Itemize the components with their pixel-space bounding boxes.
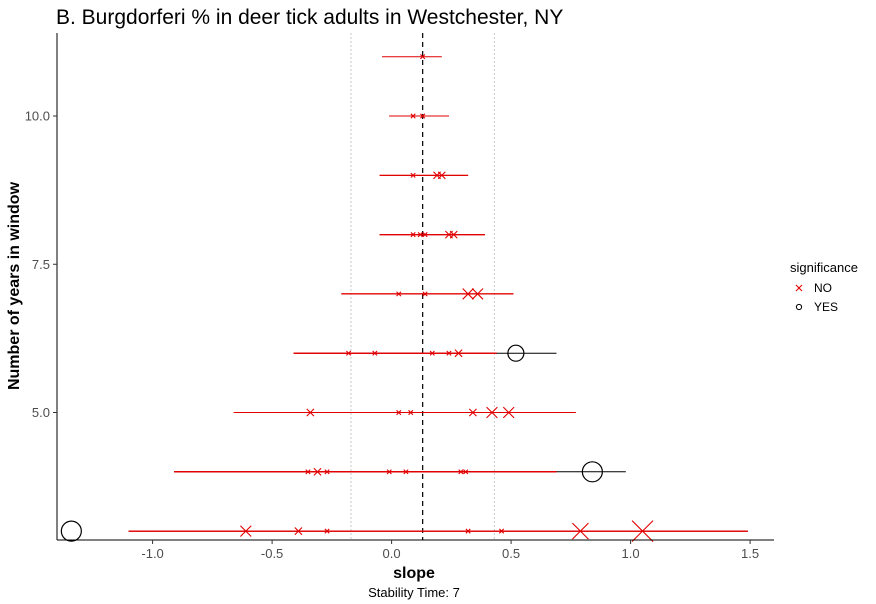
nonsignificant-point <box>572 522 589 540</box>
legend-label: YES <box>814 300 838 314</box>
reference-lines <box>350 33 495 540</box>
x-tick-label: 1.0 <box>622 546 640 561</box>
significant-point <box>507 344 525 362</box>
nonsignificant-point <box>417 232 423 238</box>
x-axis-label: slope <box>393 565 435 582</box>
nonsignificant-point <box>631 520 654 542</box>
nonsignificant-point <box>486 406 498 419</box>
nonsignificant-point <box>454 349 463 358</box>
nonsignificant-point <box>324 528 330 534</box>
x-tick-label: 0.5 <box>502 546 520 561</box>
nonsignificant-point <box>324 469 330 475</box>
significant-point <box>581 461 603 483</box>
nonsignificant-point <box>463 469 469 475</box>
nonsignificant-point <box>410 232 416 238</box>
nonsignificant-point <box>446 350 452 356</box>
plot-area: -1.0 -0.5 0.0 0.5 1.0 1.5 5.0 7.5 10.0 <box>25 33 774 561</box>
legend-title: significance <box>790 260 858 275</box>
nonsignificant-point <box>465 528 471 534</box>
nonsignificant-point <box>306 408 315 417</box>
legend-yes-symbol <box>795 303 803 311</box>
nonsignificant-point <box>410 172 416 178</box>
nonsignificant-point <box>420 54 426 60</box>
nonsignificant-point <box>468 408 477 417</box>
chart-title: B. Burgdorferi % in deer tick adults in … <box>56 6 563 29</box>
nonsignificant-point <box>422 291 428 297</box>
x-tick-label: 1.5 <box>741 546 759 561</box>
nonsignificant-point <box>429 350 435 356</box>
y-tick-label: 5.0 <box>32 405 50 420</box>
nonsignificant-point <box>462 288 474 300</box>
x-axis-ticks: -1.0 -0.5 0.0 0.5 1.0 1.5 <box>141 540 759 561</box>
x-tick-label: -1.0 <box>141 546 163 561</box>
nonsignificant-point <box>502 406 515 419</box>
legend: significance NO YES <box>790 260 858 314</box>
nonsignificant-point <box>449 230 458 239</box>
nonsignificant-point <box>396 291 402 297</box>
nonsignificant-point <box>422 232 428 238</box>
caption: Stability Time: 7 <box>368 585 460 600</box>
nonsignificant-point <box>240 525 252 537</box>
nonsignificant-point <box>410 113 416 119</box>
x-tick-label: -0.5 <box>261 546 283 561</box>
nonsignificant-point <box>345 350 352 356</box>
y-tick-label: 7.5 <box>32 257 50 272</box>
point-marks <box>60 54 654 542</box>
nonsignificant-point <box>420 113 426 119</box>
nonsignificant-point <box>396 409 402 416</box>
nonsignificant-point <box>313 467 322 476</box>
nonsignificant-point <box>403 469 409 475</box>
nonsignificant-point <box>437 171 446 180</box>
y-axis-label: Number of years in window <box>6 181 23 390</box>
nonsignificant-point <box>498 528 505 534</box>
nonsignificant-point <box>408 409 414 416</box>
nonsignificant-point <box>471 288 484 300</box>
y-tick-label: 10.0 <box>25 109 50 124</box>
interval-lines <box>128 56 748 532</box>
x-tick-label: 0.0 <box>383 546 401 561</box>
nonsignificant-point <box>372 350 378 356</box>
significant-point <box>60 520 82 542</box>
y-axis-ticks: 5.0 7.5 10.0 <box>25 109 57 420</box>
nonsignificant-point <box>305 469 311 475</box>
nonsignificant-point <box>386 469 392 475</box>
nonsignificant-point <box>458 469 464 475</box>
legend-no-symbol <box>795 284 803 292</box>
nonsignificant-point <box>294 527 303 536</box>
legend-label: NO <box>814 281 832 295</box>
